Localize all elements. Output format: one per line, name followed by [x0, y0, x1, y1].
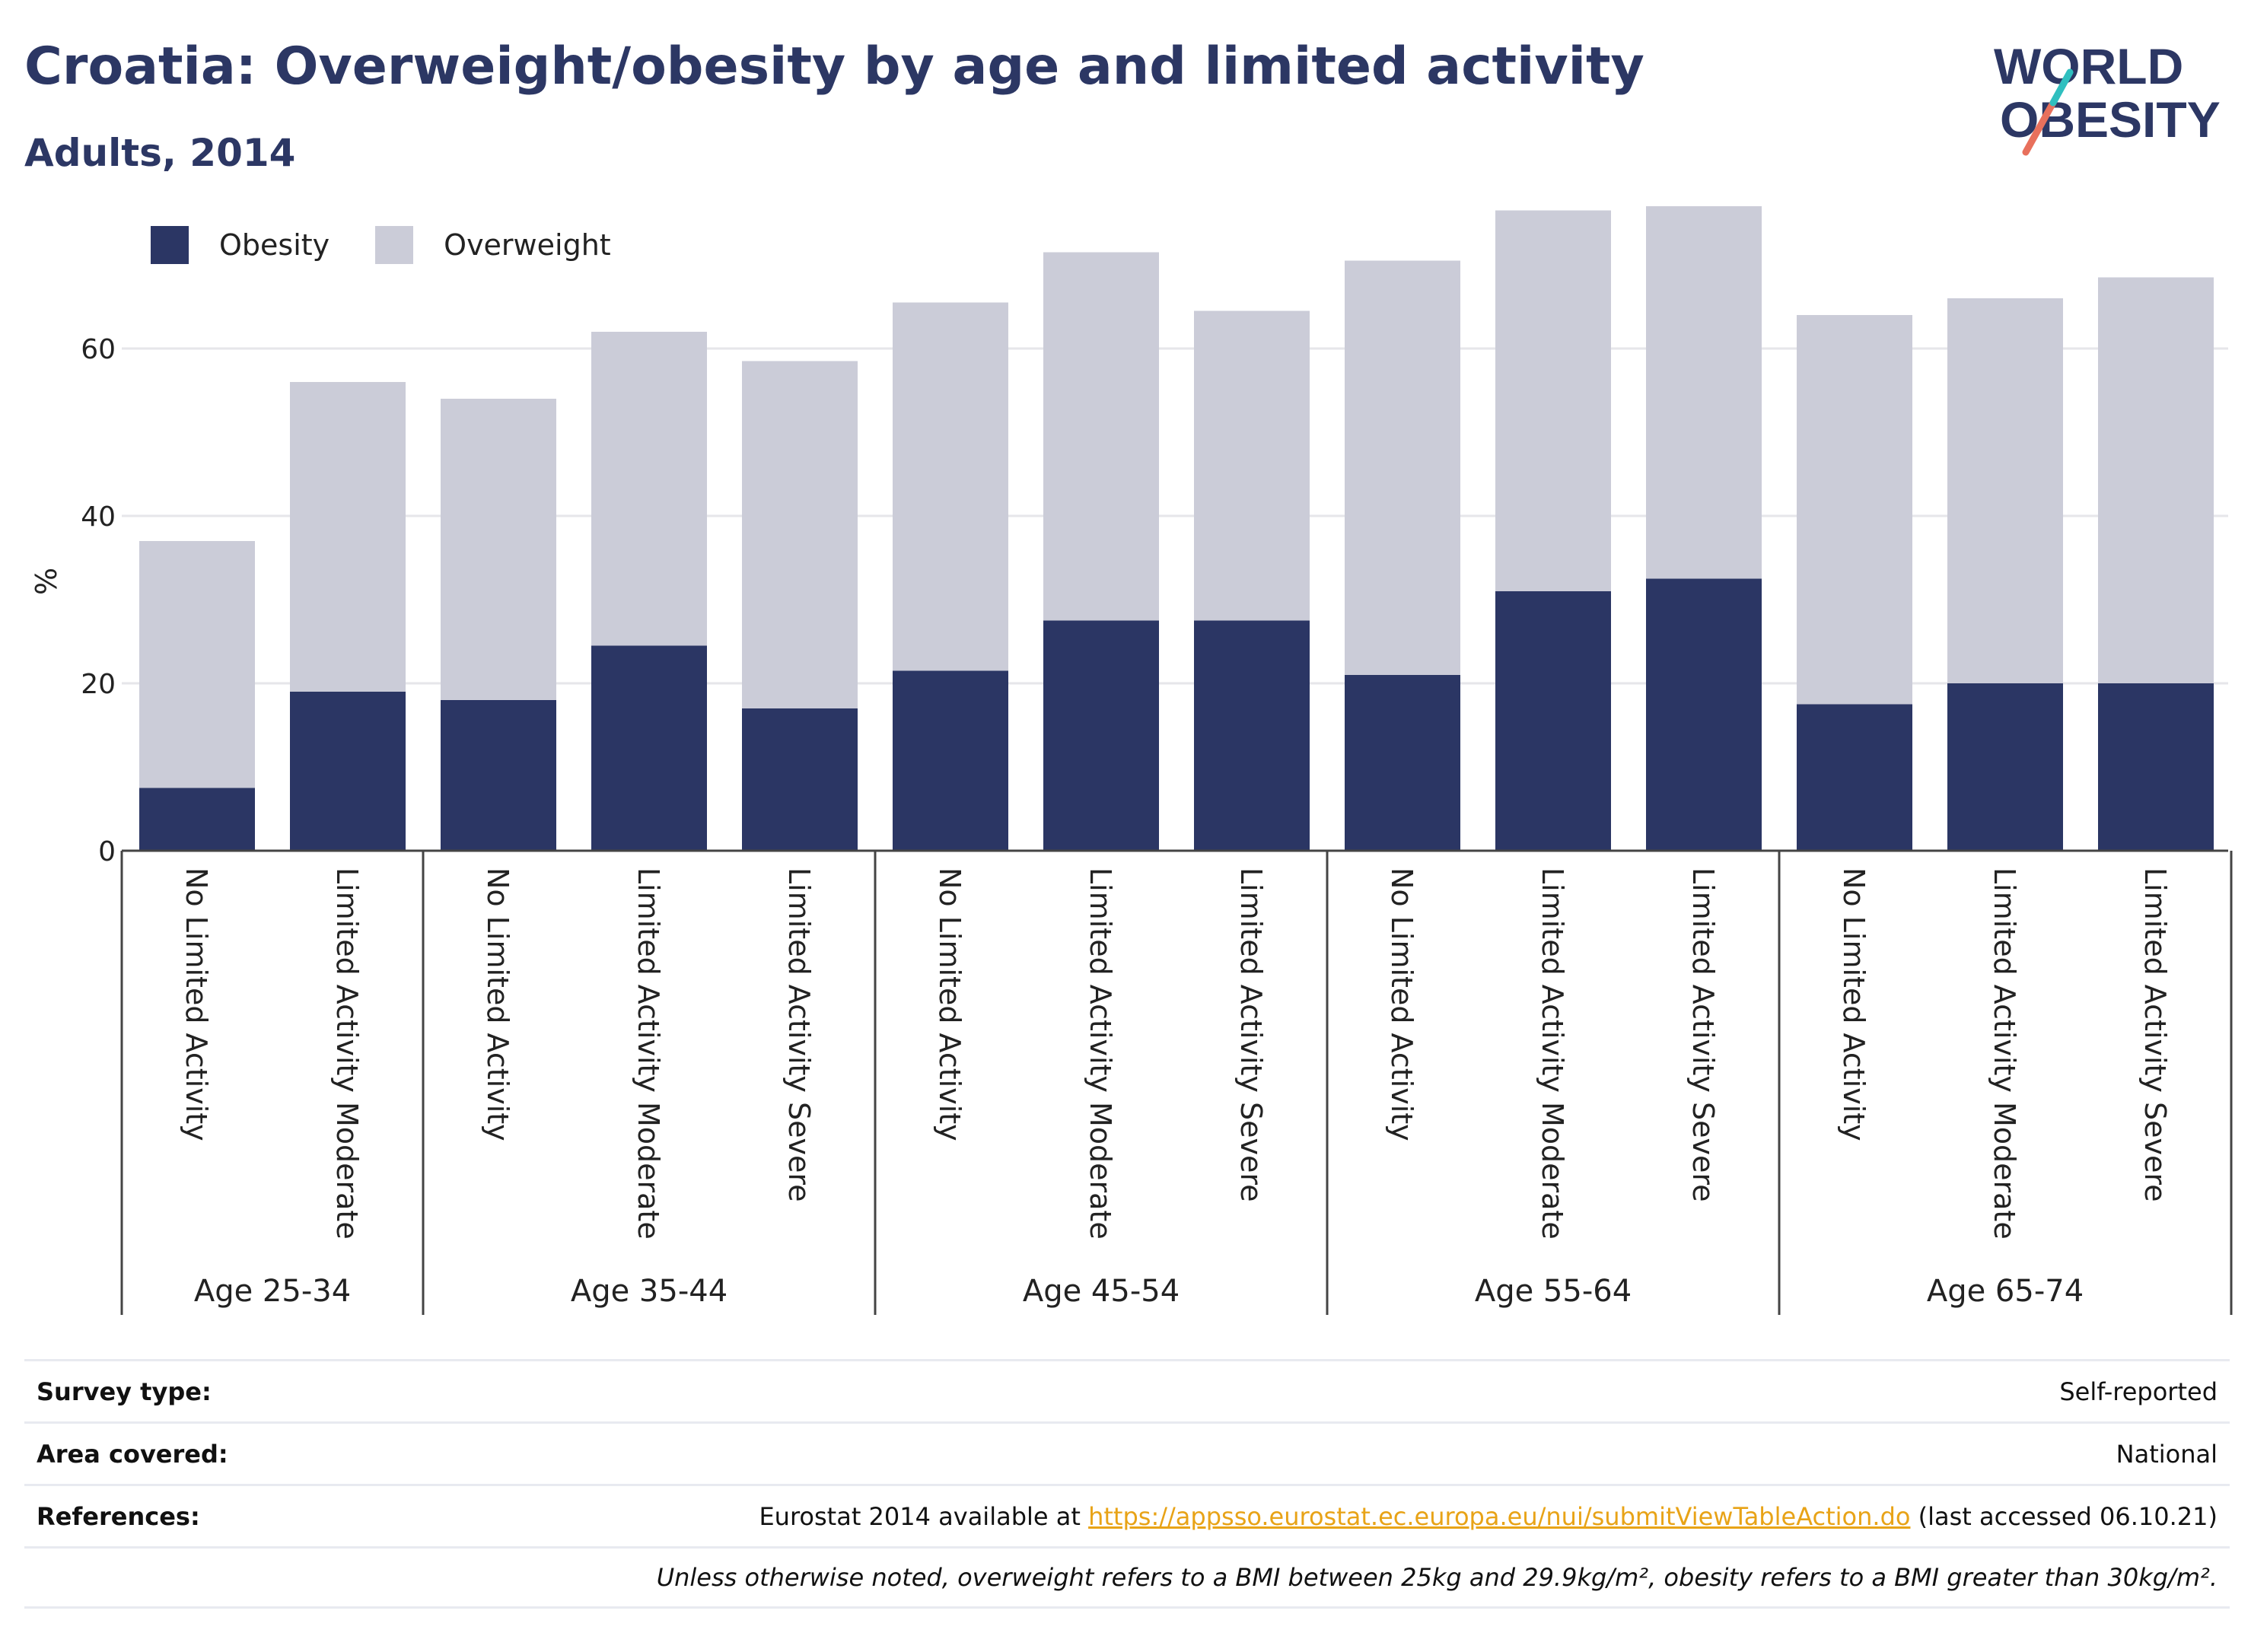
bar-obesity[interactable]: [1495, 591, 1611, 851]
info-row-references: References: Eurostat 2014 available at h…: [24, 1484, 2230, 1546]
bar-obesity[interactable]: [139, 788, 255, 851]
x-category-label: Limited Activity Severe: [2138, 867, 2172, 1202]
x-category-label: No Limited Activity: [1837, 867, 1871, 1141]
x-category-label: Limited Activity Severe: [782, 867, 816, 1202]
bar-overweight[interactable]: [1495, 210, 1611, 592]
bar-obesity[interactable]: [1194, 620, 1310, 851]
x-category-label: No Limited Activity: [481, 867, 514, 1141]
bar-obesity[interactable]: [290, 692, 406, 851]
bar-overweight[interactable]: [893, 302, 1008, 671]
legend-label-overweight: Overweight: [444, 228, 611, 262]
bar-overweight[interactable]: [139, 541, 255, 788]
legend-item-overweight[interactable]: Overweight: [375, 226, 611, 264]
bar-obesity[interactable]: [441, 700, 556, 851]
info-table: Survey type: Self-reported Area covered:…: [24, 1359, 2230, 1609]
bar-overweight[interactable]: [591, 332, 707, 646]
x-category-label: Limited Activity Severe: [1686, 867, 1720, 1202]
x-category-label: Limited Activity Moderate: [1084, 867, 1117, 1240]
x-category-label: Limited Activity Moderate: [632, 867, 665, 1240]
area-covered-label: Area covered:: [37, 1439, 228, 1469]
survey-type-label: Survey type:: [37, 1377, 212, 1406]
references-value: Eurostat 2014 available at https://appss…: [759, 1502, 2218, 1531]
chart-title: Croatia: Overweight/obesity by age and l…: [24, 37, 1644, 97]
bar-overweight[interactable]: [290, 382, 406, 692]
bar-obesity[interactable]: [1797, 704, 1912, 851]
references-label: References:: [37, 1501, 200, 1531]
y-axis-label: %: [30, 568, 63, 595]
info-row-note: Unless otherwise noted, overweight refer…: [24, 1546, 2230, 1609]
legend-label-obesity: Obesity: [219, 228, 330, 262]
x-group-label: Age 65-74: [1927, 1274, 2084, 1309]
y-tick-label: 20: [81, 669, 116, 700]
bar-overweight[interactable]: [1345, 260, 1460, 676]
area-covered-value: National: [2116, 1439, 2218, 1469]
info-row-area-covered: Area covered: National: [24, 1421, 2230, 1484]
bar-obesity[interactable]: [1345, 675, 1460, 851]
x-group-label: Age 55-64: [1475, 1274, 1632, 1309]
legend-swatch-obesity: [151, 226, 189, 264]
x-group-label: Age 45-54: [1023, 1274, 1180, 1309]
bar-overweight[interactable]: [1947, 298, 2063, 683]
references-suffix: (last accessed 06.10.21): [1910, 1501, 2218, 1531]
world-obesity-logo: WORLD OBESITY: [1994, 38, 2221, 156]
x-category-label: No Limited Activity: [1385, 867, 1418, 1141]
x-category-label: Limited Activity Moderate: [1536, 867, 1569, 1240]
bar-overweight[interactable]: [441, 399, 556, 700]
y-tick-label: 60: [81, 334, 116, 365]
survey-type-value: Self-reported: [2059, 1377, 2218, 1406]
bar-overweight[interactable]: [1797, 315, 1912, 705]
x-category-label: No Limited Activity: [933, 867, 966, 1141]
x-category-label: Limited Activity Moderate: [330, 867, 364, 1240]
references-prefix: Eurostat 2014 available at: [759, 1501, 1089, 1531]
references-link[interactable]: https://appsso.eurostat.ec.europa.eu/nui…: [1088, 1501, 1911, 1531]
bar-overweight[interactable]: [742, 361, 858, 709]
bar-overweight[interactable]: [1646, 206, 1762, 579]
chart-subtitle: Adults, 2014: [24, 131, 296, 175]
bar-obesity[interactable]: [1043, 620, 1159, 851]
bar-overweight[interactable]: [1043, 252, 1159, 621]
logo-word-world: WORLD: [1994, 38, 2183, 94]
x-group-label: Age 25-34: [194, 1274, 351, 1309]
y-tick-label: 40: [81, 501, 116, 533]
bar-obesity[interactable]: [742, 708, 858, 851]
bar-obesity[interactable]: [591, 645, 707, 851]
bar-chart: 0 20 40 60% No Limited Activity Limited Activ…: [30, 206, 2233, 1315]
x-category-label: No Limited Activity: [180, 867, 213, 1141]
x-category-label: Limited Activity Severe: [1234, 867, 1268, 1202]
bar-obesity[interactable]: [893, 670, 1008, 851]
bar-overweight[interactable]: [1194, 310, 1310, 621]
y-tick-label: 0: [98, 836, 116, 867]
legend-item-obesity[interactable]: Obesity: [151, 226, 330, 264]
bar-overweight[interactable]: [2098, 277, 2214, 684]
bmi-definition-note: Unless otherwise noted, overweight refer…: [656, 1563, 2218, 1592]
bar-obesity[interactable]: [1646, 578, 1762, 851]
legend-swatch-overweight: [375, 226, 414, 264]
chart-legend: Obesity Overweight: [151, 225, 657, 265]
x-category-label: Limited Activity Moderate: [1988, 867, 2021, 1240]
x-group-label: Age 35-44: [571, 1274, 728, 1309]
info-row-survey-type: Survey type: Self-reported: [24, 1359, 2230, 1421]
bar-obesity[interactable]: [2098, 683, 2214, 851]
bar-obesity[interactable]: [1947, 683, 2063, 851]
